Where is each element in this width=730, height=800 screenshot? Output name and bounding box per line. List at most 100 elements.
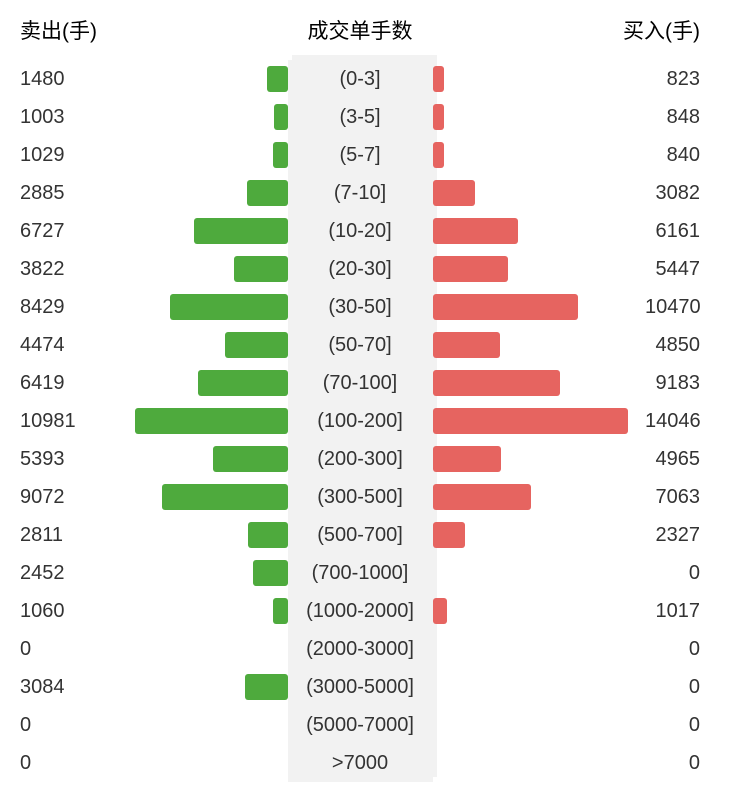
sell-value: 9072 — [0, 486, 75, 509]
buy-bar — [433, 142, 445, 168]
chart-row: 5393(200-300]4965 — [0, 440, 730, 478]
buy-bar — [433, 598, 447, 624]
sell-value: 1060 — [0, 600, 75, 623]
chart-rows: 1480(0-3]8231003(3-5]8481029(5-7]8402885… — [0, 60, 730, 782]
range-label: (70-100] — [288, 364, 433, 402]
buy-bar-area — [433, 98, 646, 136]
buy-bar-area — [433, 136, 646, 174]
buy-bar-area — [433, 212, 646, 250]
range-label: (0-3] — [288, 60, 433, 98]
buy-bar — [433, 218, 519, 244]
range-label: (30-50] — [288, 288, 433, 326]
chart-row: 8429(30-50]10470 — [0, 288, 730, 326]
buy-bar-area — [433, 174, 646, 212]
chart-row: 6727(10-20]6161 — [0, 212, 730, 250]
range-label: (5000-7000] — [288, 706, 433, 744]
range-label: (7-10] — [288, 174, 433, 212]
sell-bar-area — [75, 478, 288, 516]
sell-bar-area — [75, 288, 288, 326]
chart-row: 1029 (5-7] 840 — [0, 136, 730, 174]
buy-value: 823 — [645, 68, 730, 91]
sell-value: 6727 — [0, 220, 75, 243]
sell-value: 0 — [0, 638, 75, 661]
sell-value: 1003 — [0, 106, 75, 129]
sell-value: 1029 — [0, 144, 75, 167]
sell-value: 5393 — [0, 448, 75, 471]
buy-bar — [433, 408, 628, 434]
buy-bar — [433, 66, 444, 92]
buy-value: 3082 — [645, 182, 730, 205]
range-label: (50-70] — [288, 326, 433, 364]
range-label: (2000-3000] — [288, 630, 433, 668]
buy-bar — [433, 484, 531, 510]
chart-row: 3822(20-30]5447 — [0, 250, 730, 288]
sell-value: 4474 — [0, 334, 75, 357]
sell-bar — [135, 408, 287, 434]
buy-bar — [433, 294, 578, 320]
buy-bar-area — [433, 364, 646, 402]
sell-value: 0 — [0, 714, 75, 737]
buy-bar-area — [433, 250, 646, 288]
buy-value: 840 — [645, 144, 730, 167]
header-sell: 卖出(手) — [20, 15, 97, 45]
buy-value: 0 — [645, 562, 730, 585]
sell-bar — [162, 484, 288, 510]
buy-bar-area — [433, 592, 646, 630]
buy-value: 2327 — [645, 524, 730, 547]
sell-bar-area — [75, 668, 288, 706]
buy-value: 0 — [645, 638, 730, 661]
sell-value: 2811 — [0, 524, 75, 547]
sell-bar — [213, 446, 288, 472]
buy-bar-area — [433, 326, 646, 364]
buy-value: 4965 — [645, 448, 730, 471]
chart-header: 卖出(手) 成交单手数 买入(手) — [0, 0, 730, 60]
chart-row: 9072(300-500]7063 — [0, 478, 730, 516]
sell-value: 2885 — [0, 182, 75, 205]
chart-row: 0 >7000 0 — [0, 744, 730, 782]
buy-bar-area — [433, 630, 646, 668]
range-label: (3-5] — [288, 98, 433, 136]
buy-value: 0 — [645, 752, 730, 775]
buy-bar-area — [433, 440, 646, 478]
sell-value: 0 — [0, 752, 75, 775]
sell-value: 8429 — [0, 296, 75, 319]
header-buy: 买入(手) — [623, 15, 700, 45]
sell-bar-area — [75, 250, 288, 288]
range-label: (500-700] — [288, 516, 433, 554]
buy-value: 0 — [645, 714, 730, 737]
range-label: (5-7] — [288, 136, 433, 174]
sell-bar-area — [75, 516, 288, 554]
buy-bar — [433, 104, 445, 130]
range-label: >7000 — [288, 744, 433, 782]
sell-value: 3822 — [0, 258, 75, 281]
sell-bar-area — [75, 98, 288, 136]
buy-bar — [433, 446, 502, 472]
buy-value: 14046 — [645, 410, 730, 433]
range-label: (3000-5000] — [288, 668, 433, 706]
pyramid-chart: 卖出(手) 成交单手数 买入(手) 1480 (0-3] 823 1003 (3-5] 8… — [0, 0, 730, 800]
sell-bar-area — [75, 326, 288, 364]
sell-bar-area — [75, 630, 288, 668]
buy-bar — [433, 370, 560, 396]
sell-bar — [194, 218, 287, 244]
sell-bar — [248, 522, 287, 548]
sell-bar-area — [75, 440, 288, 478]
buy-value: 5447 — [645, 258, 730, 281]
sell-bar-area — [75, 402, 288, 440]
buy-bar-area — [433, 744, 646, 782]
sell-bar-area — [75, 706, 288, 744]
chart-row: 0 (5000-7000] 0 — [0, 706, 730, 744]
buy-bar — [433, 332, 500, 358]
sell-value: 2452 — [0, 562, 75, 585]
range-label: (10-20] — [288, 212, 433, 250]
range-label: (1000-2000] — [288, 592, 433, 630]
buy-value: 0 — [645, 676, 730, 699]
range-label: (300-500] — [288, 478, 433, 516]
range-label: (700-1000] — [288, 554, 433, 592]
sell-bar-area — [75, 744, 288, 782]
buy-bar — [433, 256, 509, 282]
sell-value: 1480 — [0, 68, 75, 91]
buy-value: 1017 — [645, 600, 730, 623]
chart-row: 0 (2000-3000] 0 — [0, 630, 730, 668]
buy-value: 9183 — [645, 372, 730, 395]
